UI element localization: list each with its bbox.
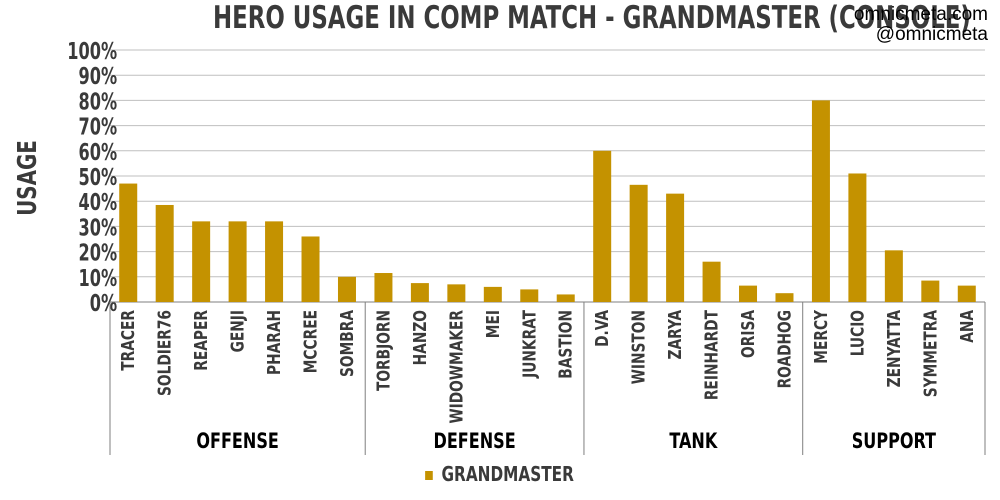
bar <box>119 183 138 302</box>
bar <box>265 221 284 302</box>
group-label: SUPPORT <box>852 429 936 454</box>
x-tick-label: SOLDIER76 <box>153 310 175 396</box>
x-tick-label: MERCY <box>810 309 832 364</box>
bar <box>192 221 211 302</box>
x-tick-label: ZENYATTA <box>883 310 905 388</box>
bar <box>374 273 393 302</box>
y-tick-label: 10% <box>79 265 118 292</box>
legend-label: GRANDMASTER <box>441 462 575 486</box>
y-tick-label: 0% <box>90 290 117 317</box>
x-tick-label: WINSTON <box>627 310 649 384</box>
x-tick-label: REINHARDT <box>700 309 722 400</box>
bar <box>884 250 903 302</box>
x-tick-label: ZARYA <box>664 310 686 360</box>
bar <box>921 280 940 302</box>
x-tick-label: BASTION <box>554 310 576 379</box>
bar <box>410 283 429 302</box>
group-label: DEFENSE <box>434 429 516 454</box>
bar <box>666 193 685 302</box>
bar <box>848 173 867 302</box>
bar <box>301 236 320 302</box>
x-tick-label: REAPER <box>190 310 212 371</box>
x-tick-label: ANA <box>956 310 978 343</box>
credit-handle: @omnicmeta <box>875 24 988 45</box>
y-tick-label: 40% <box>79 189 118 216</box>
x-tick-label: JUNKRAT <box>518 309 540 378</box>
bar <box>811 100 830 303</box>
group-label: OFFENSE <box>196 429 278 454</box>
y-tick-label: 60% <box>79 139 118 166</box>
bar <box>337 276 356 302</box>
x-tick-label: TRACER <box>117 310 139 371</box>
bar <box>593 150 612 302</box>
x-tick-label: SOMBRA <box>336 310 358 377</box>
y-tick-label: 30% <box>79 214 118 241</box>
x-tick-label: PHARAH <box>263 310 285 375</box>
bar <box>155 204 174 302</box>
y-tick-label: 80% <box>79 88 118 115</box>
x-tick-label: GENJI <box>226 310 248 352</box>
x-tick-label: SYMMETRA <box>919 310 941 398</box>
y-tick-label: 100% <box>67 38 117 65</box>
legend: GRANDMASTER <box>0 462 1000 486</box>
y-tick-label: 50% <box>79 164 118 191</box>
bar <box>957 285 976 302</box>
x-tick-label: ROADHOG <box>773 310 795 388</box>
x-tick-label: TORBJORN <box>372 310 394 391</box>
bar <box>629 184 648 302</box>
credit-website: omnicmeta.com <box>853 4 988 25</box>
x-tick-label: WIDOWMAKER <box>445 310 467 424</box>
bar <box>556 294 575 302</box>
x-tick-label: ORISA <box>737 310 759 358</box>
bar <box>447 284 466 302</box>
bar <box>520 289 539 302</box>
y-tick-label: 90% <box>79 63 118 90</box>
x-tick-label: HANZO <box>409 310 431 366</box>
x-tick-label: MCCREE <box>299 310 321 373</box>
group-label: TANK <box>669 429 718 454</box>
legend-swatch <box>425 471 434 480</box>
bar <box>775 293 794 302</box>
y-tick-label: 70% <box>79 113 118 140</box>
x-tick-label: LUCIO <box>846 310 868 356</box>
x-tick-label: D.VA <box>591 310 613 347</box>
x-tick-label: MEI <box>482 310 504 338</box>
bar <box>739 285 758 302</box>
bar <box>228 221 247 302</box>
y-axis-label: USAGE <box>12 140 42 216</box>
bar <box>702 261 721 302</box>
y-tick-label: 20% <box>79 239 118 266</box>
bar <box>483 286 502 302</box>
